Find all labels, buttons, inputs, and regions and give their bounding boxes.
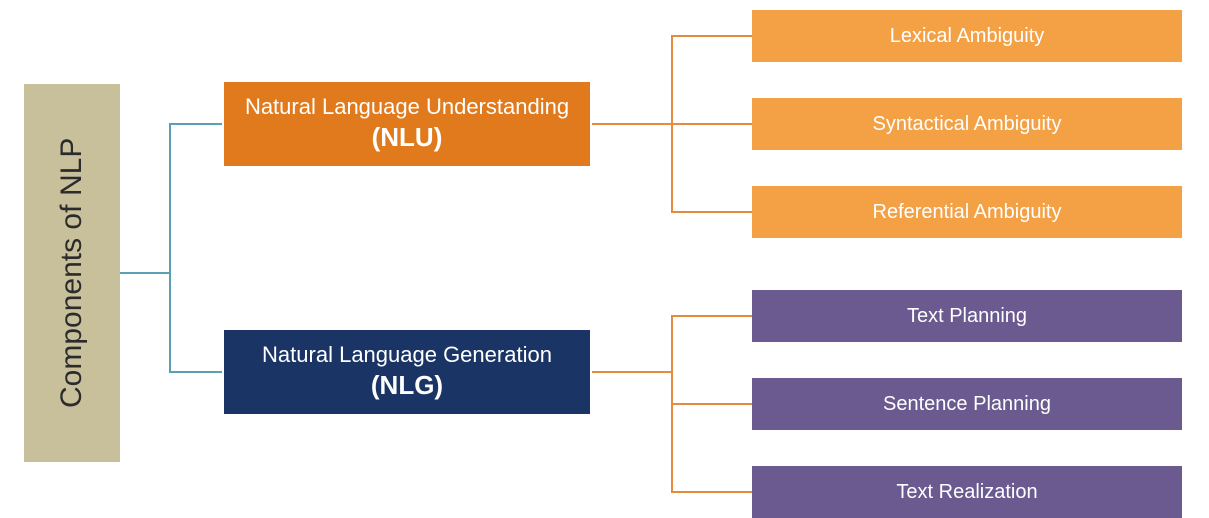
connectors-layer [0, 0, 1209, 517]
nlg-leaf-2: Text Realization [752, 466, 1182, 518]
nlg-title: Natural Language Generation [262, 341, 552, 370]
nlu-leaf-2: Referential Ambiguity [752, 186, 1182, 238]
nlu-abbr: (NLU) [372, 121, 443, 155]
root-node: Components of NLP [24, 84, 120, 462]
root-line1: Components of [54, 205, 90, 408]
nlu-title: Natural Language Understanding [245, 93, 569, 122]
nlu-leaf-1: Syntactical Ambiguity [752, 98, 1182, 150]
nlu-leaf-0: Lexical Ambiguity [752, 10, 1182, 62]
nlg-node: Natural Language Generation (NLG) [222, 328, 592, 416]
nlg-abbr: (NLG) [371, 369, 443, 403]
nlu-node: Natural Language Understanding (NLU) [222, 80, 592, 168]
root-line2: NLP [54, 138, 90, 196]
nlg-leaf-1: Sentence Planning [752, 378, 1182, 430]
nlg-leaf-0: Text Planning [752, 290, 1182, 342]
